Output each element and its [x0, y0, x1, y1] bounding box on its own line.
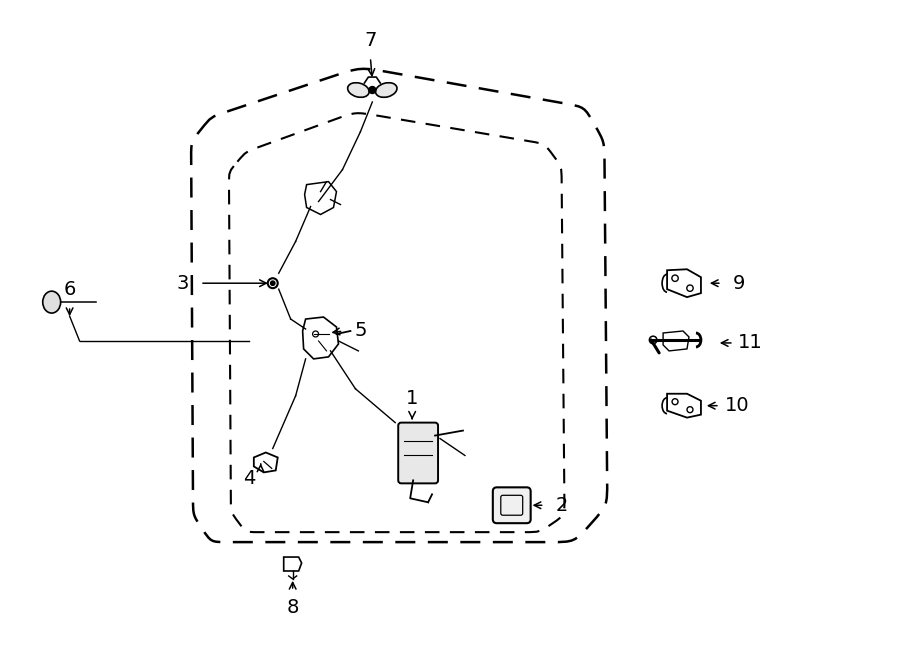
Text: 6: 6	[63, 280, 76, 299]
Ellipse shape	[347, 83, 369, 97]
Text: 7: 7	[364, 30, 376, 50]
Text: 10: 10	[724, 396, 749, 415]
Text: 11: 11	[738, 333, 763, 352]
FancyBboxPatch shape	[493, 487, 531, 524]
Text: 3: 3	[177, 274, 189, 293]
Text: 1: 1	[406, 389, 419, 408]
Text: 8: 8	[286, 598, 299, 617]
Ellipse shape	[375, 83, 397, 97]
FancyBboxPatch shape	[398, 422, 438, 483]
Text: 2: 2	[555, 496, 568, 515]
Text: 9: 9	[733, 274, 745, 293]
Text: 5: 5	[354, 321, 366, 340]
Circle shape	[369, 87, 376, 93]
Ellipse shape	[42, 291, 60, 313]
Text: 4: 4	[243, 469, 255, 488]
Circle shape	[271, 281, 274, 286]
